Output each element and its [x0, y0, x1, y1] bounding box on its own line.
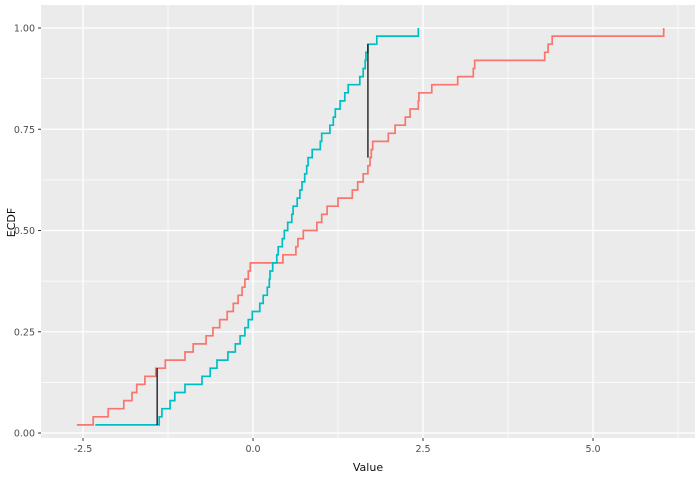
y-tick-label: 0.75 — [14, 125, 35, 136]
y-tick-label: 0.00 — [14, 429, 35, 440]
x-tick-label: 0.0 — [245, 444, 260, 455]
x-tick-label: -2.5 — [74, 444, 93, 455]
y-axis-title: ECDF — [5, 207, 18, 238]
y-tick-label: 1.00 — [14, 24, 35, 35]
x-tick-label: 5.0 — [585, 444, 600, 455]
x-tick-label: 2.5 — [415, 444, 430, 455]
ecdf-curve-sample-1-red — [76, 28, 665, 426]
ecdf-curve-sample-2-cyan — [95, 28, 420, 426]
x-axis-title: Value — [352, 461, 384, 474]
y-tick-label: 0.25 — [14, 327, 35, 338]
y-tick-label: 0.50 — [14, 226, 35, 237]
